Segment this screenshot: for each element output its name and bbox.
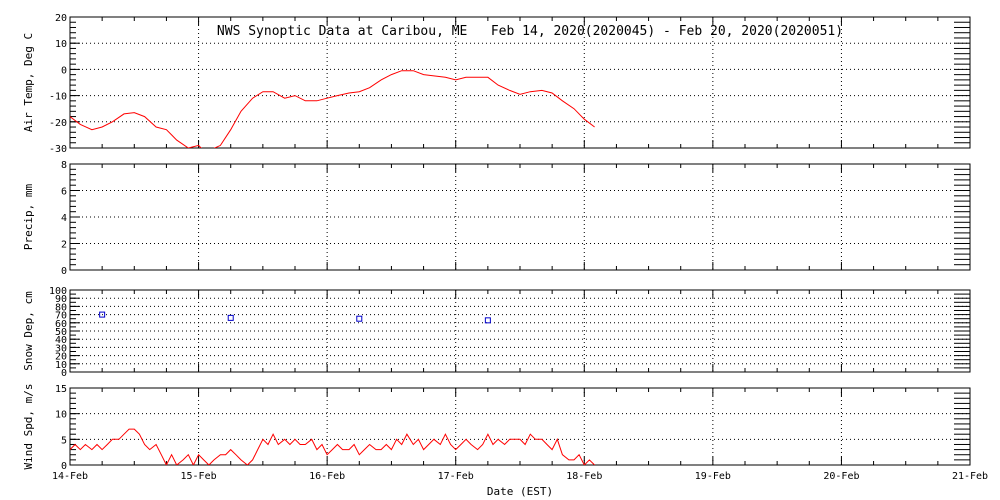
y-tick-label: 0 <box>61 461 67 472</box>
y-axis-label: Precip, mm <box>22 184 35 251</box>
y-tick-label: -10 <box>49 92 67 103</box>
panel-wind-speed: 0 5 10 15 Wind Spd, m/s <box>22 383 971 472</box>
series-line-air-temp <box>70 70 595 148</box>
y-tick-label: 10 <box>55 410 67 421</box>
y-tick-label: 15 <box>55 384 67 395</box>
y-tick-label: -20 <box>49 118 67 129</box>
x-tick-label: 19-Feb <box>695 471 731 482</box>
y-tick-label: 10 <box>55 360 67 371</box>
snow-depth-point <box>99 311 106 318</box>
y-tick-label: 80 <box>55 302 67 313</box>
panel-precip: 0 2 4 6 8 Precip, mm <box>22 160 971 277</box>
x-tick-label: 14-Feb <box>52 471 88 482</box>
y-tick-label: 5 <box>61 435 67 446</box>
panel-frame <box>69 16 971 149</box>
series-line-wind-speed <box>70 428 595 465</box>
panel-frame <box>69 163 971 271</box>
x-tick-label: 18-Feb <box>566 471 602 482</box>
y-tick-label: 30 <box>55 343 67 354</box>
x-tick-label: 20-Feb <box>823 471 859 482</box>
y-tick-label: 8 <box>61 160 67 171</box>
y-tick-label: 4 <box>61 213 67 224</box>
y-tick-label: 70 <box>55 311 67 322</box>
y-tick-label: 50 <box>55 327 67 338</box>
x-axis-label: Date (EST) <box>487 485 553 498</box>
y-tick-label: 0 <box>61 266 67 277</box>
y-tick-label: 6 <box>61 187 67 198</box>
y-axis-label: Snow Dep, cm <box>22 291 35 371</box>
x-tick-label: 21-Feb <box>952 471 988 482</box>
y-tick-label: 90 <box>55 294 67 305</box>
snow-depth-point <box>484 317 491 324</box>
y-tick-label: 2 <box>61 240 67 251</box>
snow-depth-point <box>356 315 363 322</box>
y-axis-label: Air Temp, Deg C <box>22 33 35 132</box>
y-tick-label: 100 <box>49 286 67 297</box>
panel-frame <box>69 289 971 373</box>
y-tick-label: -30 <box>49 144 67 155</box>
y-tick-label: 0 <box>61 65 67 76</box>
y-tick-label: 40 <box>55 335 67 346</box>
y-axis-label: Wind Spd, m/s <box>22 383 35 469</box>
y-tick-label: 10 <box>55 39 67 50</box>
y-tick-label: 60 <box>55 319 67 330</box>
x-tick-label: 17-Feb <box>438 471 474 482</box>
chart-title: NWS Synoptic Data at Caribou, ME Feb 14,… <box>217 24 843 39</box>
y-tick-label: 20 <box>55 13 67 24</box>
panel-air-temp: -30 -20 -10 0 10 20 Air Temp, Deg C <box>22 13 971 155</box>
x-tick-label: 15-Feb <box>181 471 217 482</box>
snow-depth-point <box>227 314 234 321</box>
x-tick-label: 16-Feb <box>309 471 345 482</box>
y-tick-label: 20 <box>55 352 67 363</box>
panel-frame <box>69 387 971 466</box>
y-tick-label: 0 <box>61 368 67 379</box>
